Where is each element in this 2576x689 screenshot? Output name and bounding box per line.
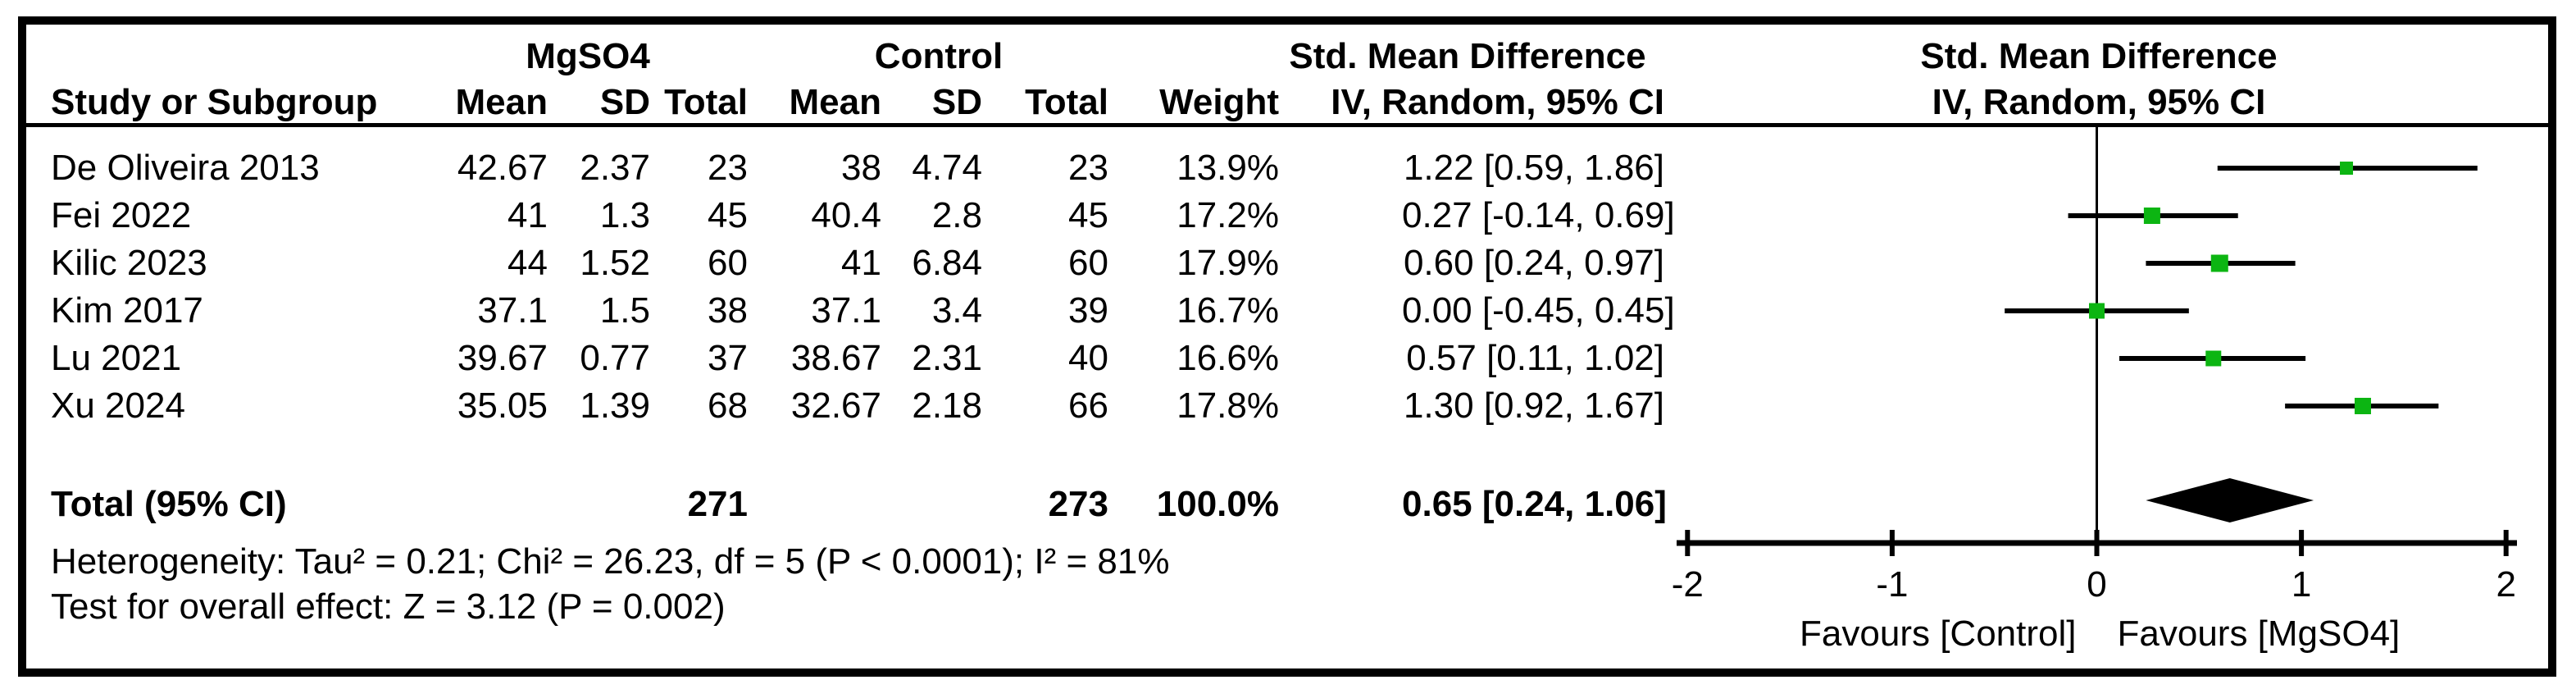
- row-0-mean_t: 42.67: [457, 148, 548, 188]
- weight-square-2: [2210, 254, 2228, 272]
- row-2-mean_c: 41: [841, 243, 881, 283]
- axis-tick-label-1: -1: [1876, 564, 1908, 605]
- group-header-smd-plot: Std. Mean Difference: [1920, 36, 2278, 76]
- row-1-mean_t: 41: [507, 195, 548, 235]
- group-header-treatment: MgSO4: [526, 36, 650, 76]
- row-5-total_c: 66: [1068, 386, 1108, 426]
- row-2-mean_t: 44: [507, 243, 548, 283]
- row-5-weight: 17.8%: [1176, 386, 1279, 426]
- row-2-ci: 0.60 [0.24, 0.97]: [1403, 243, 1664, 283]
- row-5-mean_c: 32.67: [790, 386, 881, 426]
- weight-square-0: [2340, 162, 2354, 175]
- weight-square-1: [2143, 208, 2160, 224]
- row-1-sd_c: 2.8: [931, 195, 982, 235]
- column-header-mean-control: Mean: [789, 82, 881, 122]
- row-2-total_c: 60: [1068, 243, 1108, 283]
- row-4-weight: 16.6%: [1176, 338, 1279, 378]
- row-5-sd_c: 2.18: [912, 386, 982, 426]
- row-1-sd_t: 1.3: [599, 195, 650, 235]
- total-row-treatment-n: 271: [687, 484, 748, 524]
- column-header-study: Study or Subgroup: [51, 82, 378, 122]
- favours-left-label: Favours [Control]: [1800, 614, 2076, 654]
- overall-diamond: [2146, 478, 2314, 522]
- row-4-sd_t: 0.77: [580, 338, 650, 378]
- row-3-mean_c: 37.1: [811, 290, 881, 331]
- row-2-weight: 17.9%: [1176, 243, 1279, 283]
- row-5-sd_t: 1.39: [580, 386, 650, 426]
- row-0-sd_t: 2.37: [580, 148, 650, 188]
- row-0-total_t: 23: [708, 148, 748, 188]
- row-4-sd_c: 2.31: [912, 338, 982, 378]
- row-3-weight: 16.7%: [1176, 290, 1279, 331]
- column-header-mean-treatment: Mean: [455, 82, 548, 122]
- row-1-ci: 0.27 [-0.14, 0.69]: [1402, 195, 1675, 235]
- row-3-study: Kim 2017: [51, 290, 203, 331]
- row-1-study: Fei 2022: [51, 195, 192, 235]
- row-5-study: Xu 2024: [51, 386, 185, 426]
- row-4-mean_t: 39.67: [457, 338, 548, 378]
- row-0-weight: 13.9%: [1176, 148, 1279, 188]
- heterogeneity-note: Heterogeneity: Tau² = 0.21; Chi² = 26.23…: [51, 541, 1170, 582]
- row-4-mean_c: 38.67: [790, 338, 881, 378]
- row-3-sd_c: 3.4: [931, 290, 982, 331]
- column-header-ci-plot: IV, Random, 95% CI: [1932, 82, 2266, 122]
- group-header-smd-text: Std. Mean Difference: [1289, 36, 1646, 76]
- row-1-total_c: 45: [1068, 195, 1108, 235]
- total-row-label: Total (95% CI): [51, 484, 287, 524]
- row-5-mean_t: 35.05: [457, 386, 548, 426]
- row-3-ci: 0.00 [-0.45, 0.45]: [1402, 290, 1675, 331]
- row-2-sd_c: 6.84: [912, 243, 982, 283]
- column-header-total-control: Total: [1025, 82, 1108, 122]
- row-3-mean_t: 37.1: [477, 290, 548, 331]
- row-0-ci: 1.22 [0.59, 1.86]: [1403, 148, 1664, 188]
- total-row-weight: 100.0%: [1156, 484, 1279, 524]
- header-divider: [26, 123, 2548, 127]
- row-0-sd_c: 4.74: [912, 148, 982, 188]
- row-1-weight: 17.2%: [1176, 195, 1279, 235]
- figure-border: [18, 16, 2556, 677]
- axis-tick-label-3: 1: [2292, 564, 2311, 605]
- row-3-sd_t: 1.5: [599, 290, 650, 331]
- row-1-total_t: 45: [708, 195, 748, 235]
- row-2-total_t: 60: [708, 243, 748, 283]
- weight-square-4: [2205, 350, 2222, 367]
- group-header-control: Control: [874, 36, 1004, 76]
- row-3-total_t: 38: [708, 290, 748, 331]
- row-5-total_t: 68: [708, 386, 748, 426]
- row-0-total_c: 23: [1068, 148, 1108, 188]
- total-row-ci: 0.65 [0.24, 1.06]: [1402, 484, 1667, 524]
- row-4-total_c: 40: [1068, 338, 1108, 378]
- row-2-study: Kilic 2023: [51, 243, 207, 283]
- row-4-study: Lu 2021: [51, 338, 182, 378]
- row-0-mean_c: 38: [841, 148, 881, 188]
- row-0-study: De Oliveira 2013: [51, 148, 320, 188]
- axis-tick-label-2: 0: [2087, 564, 2106, 605]
- column-header-sd-control: SD: [931, 82, 982, 122]
- total-row-control-n: 273: [1048, 484, 1108, 524]
- row-1-mean_c: 40.4: [811, 195, 881, 235]
- row-2-sd_t: 1.52: [580, 243, 650, 283]
- axis-tick-label-4: 2: [2496, 564, 2515, 605]
- column-header-sd-treatment: SD: [599, 82, 650, 122]
- column-header-weight: Weight: [1159, 82, 1279, 122]
- weight-square-3: [2089, 303, 2105, 319]
- row-3-total_c: 39: [1068, 290, 1108, 331]
- column-header-total-treatment: Total: [664, 82, 748, 122]
- favours-right-label: Favours [MgSO4]: [2118, 614, 2401, 654]
- axis-tick-label-0: -2: [1672, 564, 1704, 605]
- row-5-ci: 1.30 [0.92, 1.67]: [1403, 386, 1664, 426]
- column-header-ci-text: IV, Random, 95% CI: [1331, 82, 1664, 122]
- row-4-total_t: 37: [708, 338, 748, 378]
- weight-square-5: [2354, 398, 2371, 414]
- row-4-ci: 0.57 [0.11, 1.02]: [1406, 338, 1664, 378]
- overall-effect-note: Test for overall effect: Z = 3.12 (P = 0…: [51, 586, 726, 627]
